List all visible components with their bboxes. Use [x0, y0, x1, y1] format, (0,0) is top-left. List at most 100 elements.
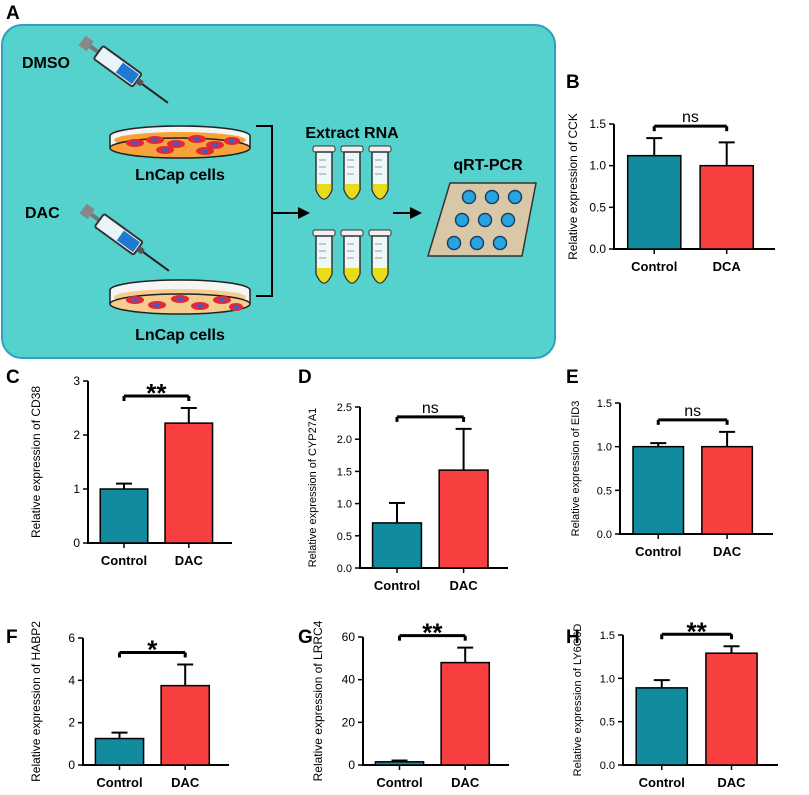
- y-tick-label: 0: [73, 536, 80, 550]
- tube-icon: [341, 230, 363, 283]
- tube-icon: [313, 146, 335, 199]
- panel-letter: D: [298, 367, 312, 388]
- petri-dish-icon: [110, 280, 250, 314]
- tube-icon: [341, 146, 363, 199]
- category-label: DAC: [451, 775, 480, 790]
- figure: A DMSO: [0, 0, 809, 795]
- y-axis-label: Relative expression of HABP2: [29, 621, 43, 782]
- panel-letter: E: [566, 367, 579, 388]
- bar-dac: [441, 663, 489, 765]
- category-label: DAC: [171, 775, 200, 790]
- chart-panel-c: C Relative expression of CD38 0 1 2 3 Control D…: [6, 367, 232, 568]
- bar-control: [633, 447, 683, 534]
- y-tick-label: 2: [73, 428, 80, 442]
- y-tick-label: 1: [73, 482, 80, 496]
- chart-panel-d: D Relative expression of CYP27A1 0.0 0.5 1.0…: [298, 367, 508, 593]
- y-tick-label: 0.0: [589, 242, 606, 256]
- bar-dac: [439, 470, 488, 568]
- y-tick-label: 1.0: [337, 499, 352, 511]
- y-tick-label: 1.5: [589, 117, 606, 131]
- bar-control: [628, 156, 681, 249]
- y-tick-label: 1.0: [589, 159, 606, 173]
- y-tick-label: 1.0: [597, 442, 612, 454]
- category-label: Control: [631, 259, 677, 274]
- tube-icon: [369, 146, 391, 199]
- significance-label: **: [687, 616, 708, 646]
- category-label: Control: [96, 775, 142, 790]
- significance-label: **: [146, 378, 167, 408]
- cells-label-bottom: LnCap cells: [135, 327, 225, 344]
- y-axis-label: Relative expression of CCK: [566, 113, 580, 260]
- bar-dac: [165, 423, 213, 543]
- panel-letter: B: [566, 72, 580, 93]
- significance-label: *: [147, 634, 158, 664]
- y-tick-label: 1.5: [337, 466, 352, 478]
- y-tick-label: 2.5: [337, 402, 352, 414]
- category-label: DCA: [713, 259, 742, 274]
- y-axis-label: Relative expression of CYP27A1: [307, 408, 319, 568]
- category-label: Control: [374, 578, 420, 593]
- schematic-panel: A DMSO: [2, 3, 555, 358]
- category-label: Control: [635, 544, 681, 559]
- chart-panel-b: B Relative expression of CCK 0.0 0.5 1.0 1.5 C…: [566, 72, 775, 274]
- tube-rack-bottom: [313, 230, 391, 283]
- category-label: Control: [101, 553, 147, 568]
- tube-icon: [313, 230, 335, 283]
- significance-label: ns: [684, 403, 701, 420]
- panel-letter-a: A: [6, 3, 20, 24]
- dmso-label: DMSO: [22, 55, 70, 72]
- bar-dac: [702, 447, 752, 534]
- tube-rack-top: [313, 146, 391, 199]
- significance-label: **: [422, 618, 443, 648]
- dac-label: DAC: [25, 205, 60, 222]
- y-tick-label: 3: [73, 374, 80, 388]
- significance-label: ns: [422, 400, 439, 417]
- y-tick-label: 1.0: [600, 673, 615, 685]
- y-tick-label: 20: [342, 715, 356, 729]
- bar-control: [100, 489, 148, 543]
- y-tick-label: 0.5: [337, 531, 352, 543]
- category-label: DAC: [717, 775, 746, 790]
- panel-letter: C: [6, 367, 20, 388]
- y-tick-label: 2.0: [337, 434, 352, 446]
- chart-panel-f: F Relative expression of HABP2 0 2 4 6 Control…: [6, 621, 229, 790]
- cells-label-top: LnCap cells: [135, 167, 225, 184]
- y-tick-label: 0: [68, 758, 75, 772]
- chart-panel-e: E Relative expression of EID3 0.0 0.5 1.0 1.5…: [566, 367, 773, 559]
- y-tick-label: 60: [342, 630, 356, 644]
- category-label: Control: [376, 775, 422, 790]
- y-tick-label: 0.5: [589, 200, 606, 214]
- category-label: DAC: [450, 578, 479, 593]
- bar-control: [375, 762, 423, 765]
- y-tick-label: 4: [68, 673, 75, 687]
- qpcr-label: qRT-PCR: [453, 157, 523, 174]
- y-tick-label: 0: [348, 758, 355, 772]
- y-tick-label: 0.5: [597, 485, 612, 497]
- y-axis-label: Relative expression of EID3: [570, 401, 582, 537]
- y-tick-label: 2: [68, 716, 75, 730]
- y-tick-label: 6: [68, 631, 75, 645]
- y-tick-label: 1.5: [597, 398, 612, 410]
- significance-label: ns: [682, 109, 699, 126]
- y-tick-label: 1.5: [600, 630, 615, 642]
- y-tick-label: 0.0: [337, 563, 352, 575]
- bar-dca: [700, 166, 753, 249]
- bar-dac: [706, 653, 757, 765]
- category-label: Control: [639, 775, 685, 790]
- y-axis-label: Relative expression of LRRC4: [311, 620, 325, 781]
- category-label: DAC: [713, 544, 742, 559]
- extract-rna-label: Extract RNA: [305, 125, 399, 142]
- y-tick-label: 0.0: [600, 760, 615, 772]
- petri-dish-icon: [110, 126, 250, 158]
- panel-letter: F: [6, 627, 18, 648]
- y-axis-label: Relative expression of CD38: [29, 386, 43, 538]
- bar-control: [373, 523, 422, 568]
- bar-control: [95, 739, 143, 765]
- tube-icon: [369, 230, 391, 283]
- y-axis-label: Relative expression of LY6G6D: [572, 624, 584, 777]
- y-tick-label: 0.0: [597, 529, 612, 541]
- y-tick-label: 40: [342, 673, 356, 687]
- bar-control: [636, 688, 687, 765]
